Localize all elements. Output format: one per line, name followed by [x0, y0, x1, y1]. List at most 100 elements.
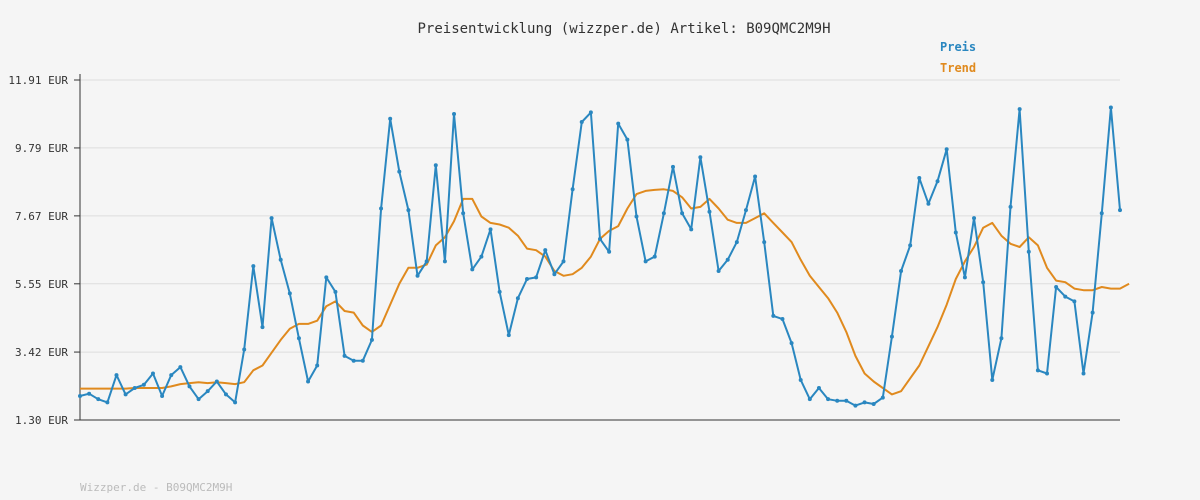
data-point-preis: [652, 254, 657, 259]
data-point-preis: [972, 216, 977, 221]
data-point-preis: [999, 336, 1004, 341]
data-point-preis: [452, 111, 457, 116]
data-point-preis: [223, 392, 228, 397]
data-point-preis: [1035, 368, 1040, 373]
data-point-preis: [479, 254, 484, 259]
data-point-preis: [862, 400, 867, 405]
data-point-preis: [680, 211, 685, 216]
data-point-preis: [1118, 208, 1122, 213]
data-point-preis: [953, 230, 958, 235]
data-point-preis: [707, 209, 712, 214]
data-point-preis: [789, 341, 794, 346]
data-point-preis: [1063, 294, 1068, 299]
data-point-preis: [196, 397, 201, 402]
data-point-preis: [287, 291, 292, 296]
data-point-preis: [424, 259, 429, 264]
data-point-preis: [214, 379, 219, 384]
data-point-preis: [260, 325, 265, 330]
legend: Preis Trend: [940, 40, 976, 75]
data-point-preis: [771, 313, 776, 318]
data-point-preis: [351, 358, 356, 363]
data-point-preis: [1099, 211, 1104, 216]
data-point-preis: [543, 248, 548, 253]
data-point-preis: [889, 334, 894, 339]
data-point-preis: [105, 400, 110, 405]
data-point-preis: [908, 243, 913, 248]
data-point-preis: [433, 163, 438, 168]
data-point-preis: [397, 169, 402, 174]
y-tick-label: 3.42 EUR: [15, 346, 68, 359]
data-point-preis: [251, 264, 256, 269]
data-point-preis: [981, 280, 986, 285]
data-point-preis: [388, 116, 393, 121]
data-point-preis: [442, 259, 447, 264]
data-point-preis: [607, 249, 612, 254]
data-point-preis: [1054, 285, 1059, 290]
data-point-preis: [698, 155, 703, 160]
data-point-preis: [169, 373, 174, 378]
data-point-preis: [324, 275, 329, 280]
data-point-preis: [835, 398, 840, 403]
y-tick-label: 11.91 EUR: [8, 74, 68, 87]
data-point-preis: [1026, 249, 1031, 254]
data-point-preis: [379, 206, 384, 211]
data-point-preis: [470, 267, 475, 272]
data-point-preis: [625, 137, 630, 142]
data-point-preis: [762, 240, 767, 245]
data-point-preis: [807, 397, 812, 402]
data-point-preis: [315, 363, 320, 368]
data-point-preis: [78, 393, 82, 398]
grid-lines: [80, 79, 1120, 421]
data-point-preis: [415, 273, 420, 278]
data-point-preis: [1108, 105, 1113, 110]
data-point-preis: [132, 385, 137, 390]
data-point-preis: [205, 389, 210, 394]
data-point-preis: [944, 147, 949, 152]
data-point-preis: [616, 121, 621, 126]
data-point-preis: [114, 373, 119, 378]
data-point-preis: [661, 211, 666, 216]
data-point-preis: [753, 174, 758, 179]
data-point-preis: [962, 275, 967, 280]
data-point-preis: [561, 259, 566, 264]
data-point-preis: [178, 365, 183, 370]
data-point-preis: [342, 353, 347, 358]
data-point-preis: [880, 395, 885, 400]
y-tick-label: 5.55 EUR: [15, 278, 68, 291]
y-tick-label: 1.30 EUR: [15, 414, 68, 427]
data-point-preis: [515, 296, 520, 301]
data-point-preis: [634, 214, 639, 219]
data-point-preis: [1072, 299, 1077, 304]
data-point-preis: [588, 110, 593, 115]
data-point-preis: [269, 216, 274, 221]
data-point-preis: [871, 401, 876, 406]
data-point-preis: [497, 289, 502, 294]
y-tick-label: 7.67 EUR: [15, 210, 68, 223]
series-group: [78, 105, 1130, 408]
data-point-preis: [534, 275, 539, 280]
data-point-preis: [816, 385, 821, 390]
data-point-preis: [1090, 310, 1095, 315]
axes: [79, 74, 1120, 421]
data-point-preis: [552, 272, 557, 277]
data-point-preis: [725, 257, 730, 262]
data-point-preis: [734, 240, 739, 245]
data-point-preis: [278, 257, 283, 262]
data-point-preis: [926, 201, 931, 206]
data-point-preis: [488, 227, 493, 232]
series-line-trend: [80, 188, 1130, 396]
data-point-preis: [798, 377, 803, 382]
legend-item-preis: Preis: [940, 40, 976, 54]
data-point-preis: [1045, 371, 1050, 376]
data-point-preis: [689, 227, 694, 232]
series-line-preis: [79, 106, 1121, 407]
data-point-preis: [123, 392, 128, 397]
data-point-preis: [990, 377, 995, 382]
data-point-preis: [306, 379, 311, 384]
data-point-preis: [87, 391, 92, 396]
legend-item-trend: Trend: [940, 61, 976, 75]
data-point-preis: [935, 179, 940, 184]
footer-credit: Wizzper.de - B09QMC2M9H: [80, 481, 232, 494]
data-point-preis: [506, 333, 511, 338]
